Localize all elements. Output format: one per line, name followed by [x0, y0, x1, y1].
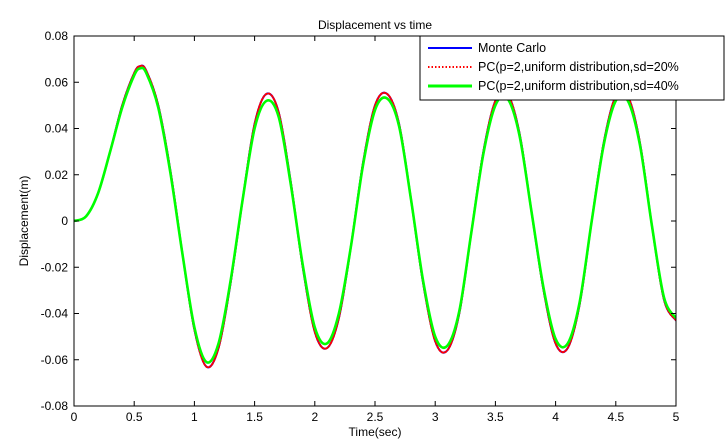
- series-line-pc-sd40: [74, 66, 676, 364]
- x-tick-label: 0.5: [126, 410, 143, 424]
- y-tick-label: -0.02: [41, 260, 69, 274]
- x-tick-label: 2.5: [367, 410, 384, 424]
- legend-label-monte-carlo: Monte Carlo: [478, 41, 546, 55]
- x-axis-label: Time(sec): [349, 425, 402, 439]
- chart-title: Displacement vs time: [318, 18, 432, 32]
- x-tick-label: 0: [71, 410, 78, 424]
- x-tick-label: 5: [673, 410, 680, 424]
- x-tick-label: 4.5: [607, 410, 624, 424]
- tick-layer: 0 0.5 1 1.5 2 2.5 3 3.5 4 4.5 5 -0.08 -0.06 -0.04 -0.0…: [41, 29, 680, 424]
- x-tick-label: 3.5: [487, 410, 504, 424]
- x-tick-label: 2: [311, 410, 318, 424]
- y-tick-label: 0.02: [45, 168, 69, 182]
- legend-label-pc-sd20: PC(p=2,uniform distribution,sd=20%: [478, 60, 679, 74]
- x-tick-label: 4: [552, 410, 559, 424]
- y-tick-label: 0.08: [45, 29, 69, 43]
- legend: Monte Carlo PC(p=2,uniform distribution,…: [419, 35, 725, 101]
- y-tick-label: 0.06: [45, 75, 69, 89]
- y-tick-label: -0.06: [41, 353, 69, 367]
- y-axis-label: Displacement(m): [17, 176, 31, 267]
- y-tick-label: 0: [61, 214, 68, 228]
- x-tick-label: 1.5: [246, 410, 263, 424]
- y-tick-label: -0.04: [41, 307, 69, 321]
- x-tick-label: 1: [191, 410, 198, 424]
- x-tick-label: 3: [432, 410, 439, 424]
- legend-label-pc-sd40: PC(p=2,uniform distribution,sd=40%: [478, 79, 679, 93]
- y-tick-label: 0.04: [45, 122, 69, 136]
- y-tick-label: -0.08: [41, 399, 69, 413]
- series-layer: [74, 64, 676, 369]
